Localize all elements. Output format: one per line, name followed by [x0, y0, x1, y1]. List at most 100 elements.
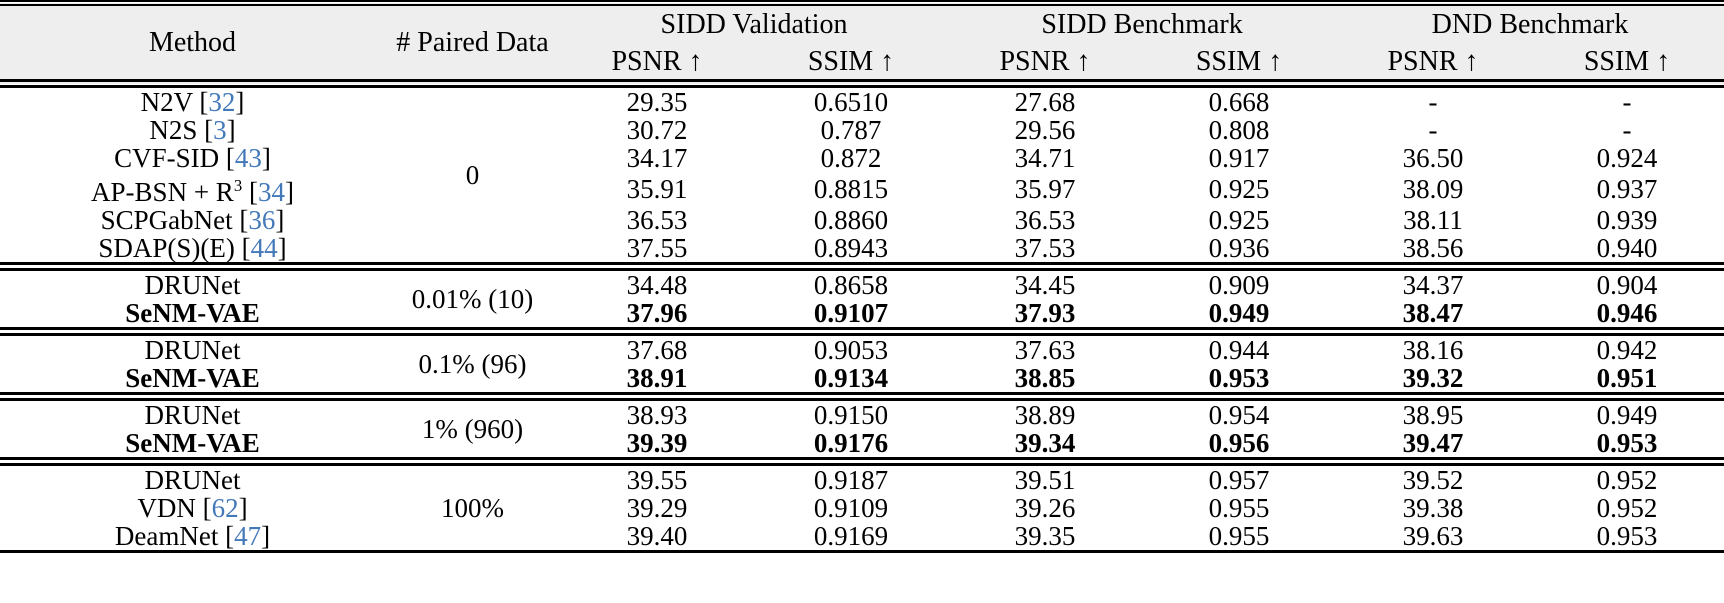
value-cell: 36.53	[1014, 205, 1076, 235]
value-cell: 0.668	[1208, 87, 1270, 117]
value-cell: -	[1428, 115, 1438, 145]
citation-link[interactable]: 44	[250, 233, 278, 263]
table-row: DRUNet 0.01% (10) 34.48 0.8658 34.45 0.909 34.…	[0, 267, 1724, 313]
method-cell: N2V [32]	[140, 87, 245, 117]
value-cell: 27.68	[1014, 87, 1076, 117]
value-cell: 39.34	[1014, 428, 1076, 458]
table-row: DRUNet 100% 39.55 0.9187 39.51 0.957 39.52 0.95…	[0, 462, 1724, 522]
table-row: DRUNet 0.1% (96) 37.68 0.9053 37.63 0.944 38.1…	[0, 332, 1724, 378]
value-cell: 0.946	[1596, 298, 1658, 328]
paired-data-cell: 0.1% (96)	[418, 349, 527, 379]
table-row: VDN [62] 39.29 0.9109 39.26 0.955 39.38 0.952	[0, 494, 1724, 522]
value-cell: 0.9169	[813, 521, 889, 551]
value-cell: 39.39	[626, 428, 688, 458]
method-cell: AP-BSN + R3 [34]	[91, 176, 294, 207]
table-row: SDAP(S)(E) [44] 37.55 0.8943 37.53 0.936 38.5…	[0, 234, 1724, 267]
method-cell: DeamNet [47]	[114, 521, 271, 551]
value-cell: 0.949	[1596, 400, 1658, 430]
citation-link[interactable]: 43	[234, 143, 262, 173]
value-cell: 0.955	[1208, 521, 1270, 551]
value-cell: 39.29	[626, 493, 688, 523]
paired-data-cell: 1% (960)	[421, 414, 524, 444]
value-cell: 0.956	[1208, 428, 1270, 458]
value-cell: 35.91	[626, 174, 688, 204]
results-table: Method # Paired Data SIDD Validation SID…	[0, 0, 1724, 553]
value-cell: 39.52	[1402, 465, 1464, 495]
header-method: Method	[148, 26, 237, 58]
value-cell: 0.953	[1596, 521, 1658, 551]
table-group-0: N2V [32] 0 29.35 0.6510 27.68 0.668- - N2S [3] 3…	[0, 83, 1724, 267]
value-cell: 0.808	[1208, 115, 1270, 145]
value-cell: 34.17	[626, 143, 688, 173]
value-cell: 0.952	[1596, 465, 1658, 495]
value-cell: 30.72	[626, 115, 688, 145]
value-cell: 0.9107	[813, 298, 889, 328]
citation-link[interactable]: 3	[213, 115, 227, 145]
header-group-row: Method # Paired Data SIDD Validation SID…	[0, 3, 1724, 58]
method-cell: SeNM-VAE	[125, 428, 260, 458]
table-row: DRUNet 1% (960) 38.93 0.9150 38.89 0.954 38.95…	[0, 397, 1724, 443]
citation-link[interactable]: 34	[257, 177, 285, 207]
citation-link[interactable]: 32	[208, 87, 236, 117]
value-cell: 0.9150	[813, 400, 889, 430]
value-cell: 0.8943	[813, 233, 889, 263]
value-cell: 39.47	[1402, 428, 1464, 458]
value-cell: 0.6510	[813, 87, 889, 117]
value-cell: 37.93	[1014, 298, 1076, 328]
value-cell: 39.26	[1014, 493, 1076, 523]
value-cell: 38.91	[626, 363, 688, 393]
value-cell: 38.85	[1014, 363, 1076, 393]
value-cell: 0.9134	[813, 363, 889, 393]
subheader-sidd-validation-psnr: PSNR ↑	[611, 45, 703, 77]
value-cell: 0.951	[1596, 363, 1658, 393]
value-cell: 0.954	[1208, 400, 1270, 430]
value-cell: 29.35	[626, 87, 688, 117]
value-cell: 38.56	[1402, 233, 1464, 263]
value-cell: -	[1622, 87, 1632, 117]
header-group-dnd-benchmark: DND Benchmark	[1431, 9, 1629, 40]
citation-link[interactable]: 62	[211, 493, 239, 523]
value-cell: 0.955	[1208, 493, 1270, 523]
value-cell: 37.68	[626, 335, 688, 365]
table-row: SeNM-VAE 37.96 0.9107 37.93 0.949 38.47 0.946	[0, 299, 1724, 332]
header-paired-data: # Paired Data	[396, 26, 549, 58]
value-cell: 38.95	[1402, 400, 1464, 430]
value-cell: 37.63	[1014, 335, 1076, 365]
value-cell: 0.8815	[813, 174, 889, 204]
value-cell: 37.96	[626, 298, 688, 328]
value-cell: -	[1622, 115, 1632, 145]
value-cell: 0.942	[1596, 335, 1658, 365]
citation-link[interactable]: 47	[234, 521, 262, 551]
value-cell: 0.8860	[813, 205, 889, 235]
value-cell: 0.9187	[813, 465, 889, 495]
table-header: Method # Paired Data SIDD Validation SID…	[0, 3, 1724, 84]
method-cell: CVF-SID [43]	[114, 143, 271, 173]
header-group-sidd-validation: SIDD Validation	[660, 9, 848, 40]
value-cell: 36.50	[1402, 143, 1464, 173]
value-cell: 0.9176	[813, 428, 889, 458]
paired-data-cell: 0.01% (10)	[411, 284, 534, 314]
value-cell: 0.944	[1208, 335, 1270, 365]
value-cell: 0.940	[1596, 233, 1658, 263]
value-cell: 0.9053	[813, 335, 889, 365]
value-cell: 38.16	[1402, 335, 1464, 365]
value-cell: 39.63	[1402, 521, 1464, 551]
table-row: AP-BSN + R3 [34] 35.91 0.8815 35.97 0.925 38.…	[0, 172, 1724, 206]
value-cell: 35.97	[1014, 174, 1076, 204]
citation-link[interactable]: 36	[248, 205, 276, 235]
value-cell: 39.32	[1402, 363, 1464, 393]
value-cell: 0.937	[1596, 174, 1658, 204]
table-row: SeNM-VAE 39.39 0.9176 39.34 0.956 39.47 0.953	[0, 429, 1724, 462]
table-group-1: DRUNet 0.01% (10) 34.48 0.8658 34.45 0.909 34.…	[0, 266, 1724, 332]
method-cell: DRUNet	[144, 465, 241, 495]
value-cell: 0.953	[1596, 428, 1658, 458]
method-cell: SeNM-VAE	[125, 363, 260, 393]
value-cell: 29.56	[1014, 115, 1076, 145]
value-cell: 0.957	[1208, 465, 1270, 495]
value-cell: 0.787	[820, 115, 882, 145]
value-cell: 38.47	[1402, 298, 1464, 328]
value-cell: 38.11	[1403, 205, 1463, 235]
table-row: DeamNet [47] 39.40 0.9169 39.35 0.955 39.63 0.…	[0, 522, 1724, 552]
value-cell: 39.40	[626, 521, 688, 551]
value-cell: 36.53	[626, 205, 688, 235]
